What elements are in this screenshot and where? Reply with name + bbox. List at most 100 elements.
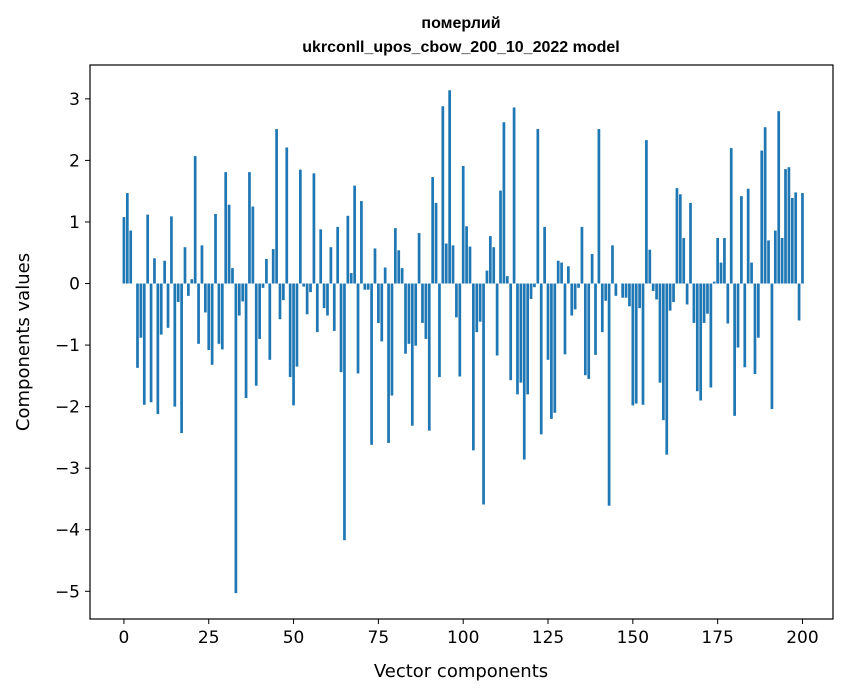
bar (505, 276, 509, 284)
bar (784, 169, 787, 284)
plot-frame (89, 64, 834, 620)
bar (444, 243, 448, 284)
bar (176, 283, 180, 302)
bar (743, 283, 747, 368)
chart-title-line-1: померлий (421, 15, 500, 32)
bar (458, 283, 462, 377)
bar (763, 127, 767, 284)
bar (570, 283, 574, 316)
bar (173, 283, 177, 407)
bar (427, 283, 431, 431)
bar (509, 283, 513, 381)
bar (556, 260, 560, 284)
bar (499, 190, 502, 284)
bar (404, 283, 407, 354)
bar (600, 283, 604, 333)
y-tick-label: 0 (69, 275, 80, 295)
bar (197, 283, 200, 344)
bar (624, 283, 628, 298)
bar (366, 283, 370, 290)
bar (560, 262, 563, 284)
bar (723, 237, 726, 284)
bar (448, 90, 451, 284)
bar (224, 172, 228, 284)
bar (753, 283, 757, 375)
bar (465, 226, 468, 284)
bar (166, 283, 170, 328)
x-tick-label: 200 (786, 628, 818, 648)
bar (797, 283, 801, 321)
bar (665, 283, 669, 455)
bar (583, 283, 587, 376)
bar (587, 283, 591, 379)
bar (685, 283, 689, 305)
bar (533, 283, 536, 288)
bar (241, 283, 245, 302)
bar (146, 214, 150, 284)
y-tick-label: −4 (55, 521, 80, 541)
bar (180, 283, 183, 434)
bar (407, 283, 411, 344)
bar (319, 229, 323, 284)
bar (309, 283, 312, 293)
bar (305, 283, 309, 315)
y-tick-label: −1 (55, 336, 80, 356)
bar (295, 283, 299, 367)
bar (614, 283, 618, 296)
bar (567, 266, 570, 284)
bar (461, 165, 465, 284)
bar (801, 193, 804, 284)
bar (716, 237, 720, 284)
bar (638, 283, 641, 309)
bar (441, 106, 445, 284)
bar (410, 283, 414, 426)
bar (183, 247, 187, 284)
bar (695, 283, 699, 392)
bar (729, 148, 733, 284)
bar (370, 283, 373, 445)
bar (258, 283, 261, 339)
bar (485, 270, 489, 284)
bar (719, 262, 723, 284)
bar (142, 283, 146, 405)
bar (217, 283, 221, 344)
bar (356, 283, 360, 374)
bar (641, 283, 645, 405)
bar (472, 283, 475, 451)
bar (129, 230, 133, 284)
bar (451, 245, 455, 284)
bar (604, 283, 608, 301)
x-tick-label: 25 (198, 628, 220, 648)
x-tick-label: 150 (617, 628, 649, 648)
bar (400, 268, 404, 284)
bar (387, 283, 390, 443)
bar (597, 129, 601, 284)
bar (231, 268, 234, 284)
bar (539, 283, 543, 435)
bar (421, 283, 424, 323)
bar (268, 283, 272, 360)
bar (607, 283, 611, 506)
bar (675, 188, 679, 284)
bar (397, 250, 401, 284)
bar (475, 283, 479, 333)
bar (655, 283, 658, 300)
bar (645, 140, 648, 284)
bar (292, 283, 295, 406)
bar (529, 283, 533, 299)
bar (353, 185, 356, 284)
bar (393, 228, 397, 284)
x-tick-label: 125 (532, 628, 564, 648)
bar (516, 283, 519, 395)
bar (706, 283, 709, 314)
bar (580, 226, 584, 284)
bar (634, 283, 638, 404)
bar (611, 245, 614, 284)
bar (590, 253, 594, 284)
bar (136, 283, 139, 368)
bar (380, 283, 384, 342)
y-axis-ticks: 3 2 1 0 −1 −2 −3 −4 −5 (55, 90, 90, 602)
bar (434, 202, 438, 284)
bar (790, 197, 794, 284)
bar (550, 283, 553, 419)
